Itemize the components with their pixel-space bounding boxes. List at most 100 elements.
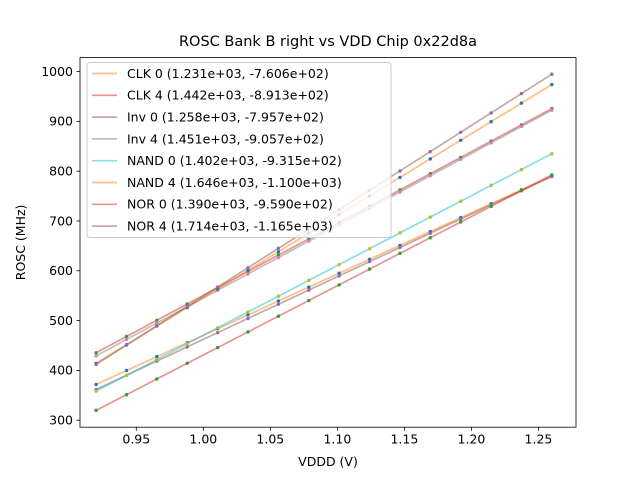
data-point xyxy=(367,267,372,271)
data-point xyxy=(276,294,281,298)
data-point xyxy=(246,310,250,314)
data-point xyxy=(185,345,189,349)
data-point xyxy=(94,362,98,367)
legend-box xyxy=(86,62,392,238)
legend-item-label: NAND 4 (1.646e+03, -1.100e+03) xyxy=(127,175,342,190)
data-point xyxy=(428,231,432,235)
data-point xyxy=(489,111,493,115)
data-point xyxy=(185,304,189,309)
series-line-nand-0 xyxy=(95,152,553,392)
legend-item-label: Inv 4 (1.451e+03, -9.057e+02) xyxy=(127,131,324,146)
data-point xyxy=(246,266,250,270)
data-point xyxy=(459,217,463,221)
x-tick-label: 1.20 xyxy=(458,432,486,447)
data-point xyxy=(215,285,220,289)
x-tick-label: 1.05 xyxy=(256,432,284,447)
data-point xyxy=(276,246,281,251)
data-point xyxy=(398,169,402,173)
data-point xyxy=(550,173,554,177)
data-point xyxy=(367,257,372,262)
legend-item-inv-4: Inv 4 (1.451e+03, -9.057e+02) xyxy=(92,131,324,146)
data-point xyxy=(124,337,129,342)
data-point xyxy=(155,354,159,359)
data-point xyxy=(428,215,432,219)
data-point xyxy=(246,330,250,334)
legend-item-nand-4: NAND 4 (1.646e+03, -1.100e+03) xyxy=(92,175,342,190)
y-tick-label: 900 xyxy=(49,114,73,129)
series-markers-nor-0 xyxy=(94,173,554,413)
series-line-nor-0 xyxy=(95,174,553,412)
x-tick-label: 1.00 xyxy=(189,432,217,447)
data-point xyxy=(459,157,463,161)
data-point xyxy=(519,101,524,105)
data-point xyxy=(519,188,524,193)
legend-item-nand-0: NAND 0 (1.402e+03, -9.315e+02) xyxy=(92,153,342,168)
data-point xyxy=(155,357,159,362)
x-tick-label: 1.10 xyxy=(323,432,351,447)
data-point xyxy=(124,334,129,339)
legend-item-nor-0: NOR 0 (1.390e+03, -9.590e+02) xyxy=(92,197,333,212)
data-point xyxy=(489,141,493,145)
data-point xyxy=(550,82,554,87)
data-point xyxy=(246,268,250,273)
x-tick-label: 1.15 xyxy=(390,432,418,447)
data-point xyxy=(94,354,98,358)
data-point xyxy=(550,72,554,76)
data-point xyxy=(307,285,311,289)
data-point xyxy=(246,316,250,321)
data-point xyxy=(337,274,341,278)
data-point xyxy=(276,299,281,303)
data-point xyxy=(459,138,463,142)
data-point xyxy=(398,245,402,250)
data-point xyxy=(489,183,493,188)
data-point xyxy=(246,313,250,317)
data-point xyxy=(367,247,372,251)
series-line-clk-0 xyxy=(95,175,553,386)
legend-item-clk-0: CLK 0 (1.231e+03, -7.606e+02) xyxy=(92,66,329,81)
legend-item-inv-0: Inv 0 (1.258e+03, -7.957e+02) xyxy=(92,110,324,125)
data-point xyxy=(459,199,463,203)
data-point xyxy=(428,173,432,178)
data-point xyxy=(489,119,493,124)
legend-item-label: NAND 0 (1.402e+03, -9.315e+02) xyxy=(127,153,342,168)
data-point xyxy=(246,272,250,276)
legend-item-label: Inv 0 (1.258e+03, -7.957e+02) xyxy=(127,110,324,125)
data-point xyxy=(276,302,281,306)
legend-item-clk-4: CLK 4 (1.442e+03, -8.913e+02) xyxy=(92,88,329,103)
data-point xyxy=(185,302,189,306)
chart-title: ROSC Bank B right vs VDD Chip 0x22d8a xyxy=(179,34,477,50)
y-axis-label: ROSC (MHz) xyxy=(13,205,28,281)
data-point xyxy=(124,343,129,347)
data-point xyxy=(367,259,372,264)
data-point xyxy=(550,152,554,156)
data-point xyxy=(428,157,432,161)
data-point xyxy=(398,231,402,235)
data-point xyxy=(307,288,311,292)
x-axis-label: VDDD (V) xyxy=(298,454,358,469)
data-point xyxy=(155,324,159,328)
data-point xyxy=(276,314,281,318)
legend-item-nor-4: NOR 4 (1.714e+03, -1.165e+03) xyxy=(92,219,333,234)
legend: CLK 0 (1.231e+03, -7.606e+02) CLK 4 (1.44… xyxy=(86,62,392,238)
series-markers-nor-4 xyxy=(94,72,554,367)
series-line-inv-0 xyxy=(95,175,553,391)
data-point xyxy=(337,271,341,275)
data-point xyxy=(519,124,524,129)
data-point xyxy=(276,253,281,257)
data-point xyxy=(94,351,98,355)
y-tick-label: 600 xyxy=(49,263,73,278)
x-tick-label: 0.95 xyxy=(122,432,150,447)
data-point xyxy=(519,91,524,96)
data-point xyxy=(185,341,189,346)
x-tick-label: 1.25 xyxy=(525,432,553,447)
data-point xyxy=(215,326,220,330)
data-point xyxy=(489,204,493,209)
data-point xyxy=(459,130,463,134)
legend-item-label: CLK 4 (1.442e+03, -8.913e+02) xyxy=(127,88,329,103)
legend-item-label: CLK 0 (1.231e+03, -7.606e+02) xyxy=(127,66,329,81)
data-point xyxy=(94,389,98,393)
data-point xyxy=(94,382,98,387)
data-point xyxy=(307,278,311,283)
